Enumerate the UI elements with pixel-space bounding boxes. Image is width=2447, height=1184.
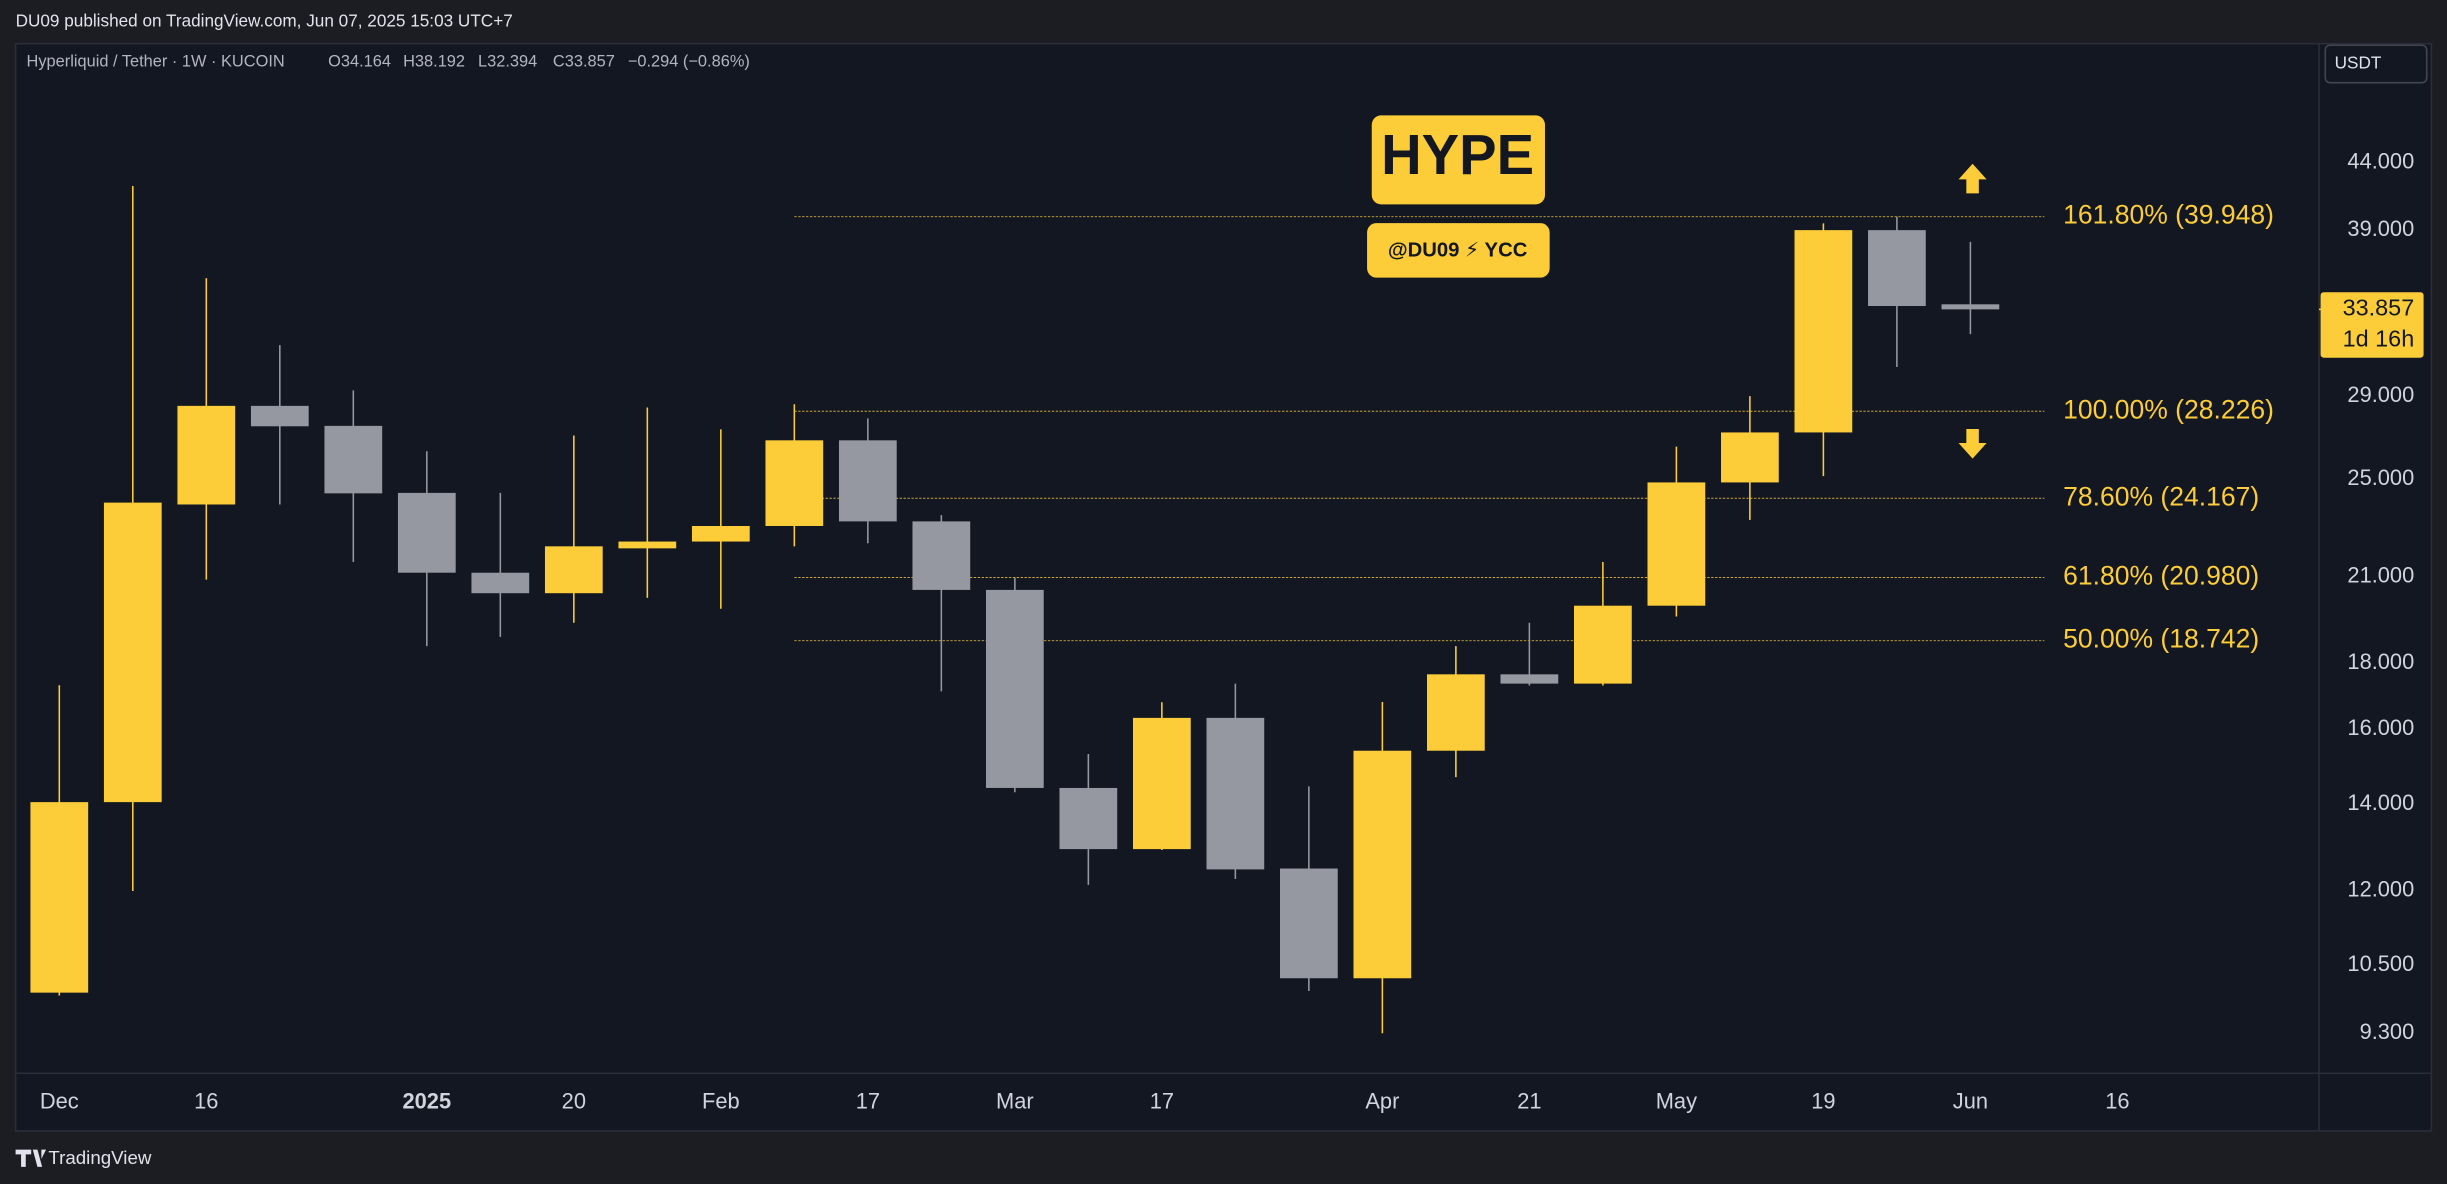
candle-body bbox=[912, 521, 971, 590]
x-tick-label: 20 bbox=[562, 1089, 586, 1114]
y-tick-label: 21.000 bbox=[2347, 563, 2414, 588]
candle-body bbox=[1574, 605, 1632, 684]
candle-body bbox=[103, 502, 162, 803]
title-badge bbox=[1371, 115, 1545, 205]
y-tick-label: 18.000 bbox=[2347, 649, 2414, 674]
fib-label: 161.80% (39.948) bbox=[2063, 200, 2274, 230]
candle-body bbox=[691, 525, 750, 542]
candle-body bbox=[1647, 482, 1706, 606]
y-tick-label: 16.000 bbox=[2347, 715, 2414, 740]
currency-box[interactable] bbox=[2324, 44, 2428, 84]
candle-body bbox=[1941, 304, 2000, 310]
x-tick-label: May bbox=[1656, 1089, 1697, 1114]
last-price-box bbox=[2320, 292, 2424, 358]
subtitle: @DU09 ⚡ YCC bbox=[1388, 240, 1528, 262]
x-tick-label: 2025 bbox=[403, 1089, 452, 1114]
brand: TradingView bbox=[48, 1147, 152, 1168]
candle-body bbox=[250, 405, 309, 427]
countdown: 1d 16h bbox=[2343, 326, 2415, 352]
publisher: DU09 published on TradingView.com, Jun 0… bbox=[16, 10, 513, 30]
candle-body bbox=[1427, 674, 1485, 751]
up-arrow bbox=[1958, 163, 1987, 194]
y-tick-label: 44.000 bbox=[2347, 148, 2414, 173]
y-tick-label: 25.000 bbox=[2347, 465, 2414, 490]
candle-body bbox=[838, 440, 897, 522]
x-tick-label: Feb bbox=[702, 1089, 740, 1114]
title: HYPE bbox=[1381, 123, 1534, 186]
candle-body bbox=[1868, 230, 1926, 307]
candle-body bbox=[1721, 432, 1779, 483]
x-tick-label: 17 bbox=[856, 1089, 880, 1114]
x-tick-label: 19 bbox=[1811, 1089, 1835, 1114]
currency[interactable]: USDT bbox=[2335, 52, 2382, 72]
candle-body bbox=[177, 405, 236, 505]
y-tick-label: 10.500 bbox=[2347, 951, 2414, 976]
y-tick-label: 12.000 bbox=[2347, 876, 2414, 901]
x-tick-label: 16 bbox=[2105, 1089, 2129, 1114]
candle-body bbox=[324, 425, 383, 494]
last-price: 33.857 bbox=[2343, 295, 2415, 321]
symbol: Hyperliquid / Tether · 1W · KUCOIN bbox=[27, 53, 285, 71]
candle-body bbox=[618, 541, 677, 549]
ohlc-value: L32.394 bbox=[478, 53, 537, 71]
ohlc-value: −0.294 (−0.86%) bbox=[628, 53, 750, 71]
ohlc-value: H38.192 bbox=[403, 53, 465, 71]
candle-body bbox=[765, 440, 824, 526]
candle-body bbox=[544, 546, 603, 594]
candle-body bbox=[1500, 674, 1559, 684]
y-tick-label: 39.000 bbox=[2347, 216, 2414, 241]
y-tick-label: 29.000 bbox=[2347, 382, 2414, 407]
candle-body bbox=[1059, 787, 1118, 850]
brand-logo bbox=[15, 1149, 47, 1167]
y-tick-label: 9.300 bbox=[2360, 1019, 2415, 1044]
y-tick-label: 14.000 bbox=[2347, 790, 2414, 815]
ohlc-value: O34.164 bbox=[328, 53, 391, 71]
ohlc-value: C33.857 bbox=[553, 53, 615, 71]
candle-body bbox=[471, 572, 530, 594]
subtitle-badge bbox=[1367, 223, 1550, 278]
fib-label: 100.00% (28.226) bbox=[2063, 394, 2274, 424]
candle-body bbox=[1794, 230, 1853, 433]
candle-body bbox=[1279, 868, 1338, 979]
down-arrow bbox=[1958, 428, 1987, 459]
fib-label: 50.00% (18.742) bbox=[2063, 624, 2259, 654]
x-tick-label: 17 bbox=[1150, 1089, 1174, 1114]
candle-body bbox=[985, 589, 1044, 788]
x-tick-label: Mar bbox=[996, 1089, 1034, 1114]
x-tick-label: Jun bbox=[1953, 1089, 1988, 1114]
fib-label: 78.60% (24.167) bbox=[2063, 481, 2259, 511]
candle-body bbox=[1206, 717, 1265, 870]
x-tick-label: 21 bbox=[1517, 1089, 1541, 1114]
chart-pane bbox=[14, 42, 2433, 1132]
x-tick-label: Apr bbox=[1365, 1089, 1399, 1114]
fib-label: 61.80% (20.980) bbox=[2063, 560, 2259, 590]
candle-body bbox=[30, 802, 89, 993]
candle-body bbox=[1132, 717, 1191, 850]
candle-body bbox=[397, 492, 456, 573]
candle-body bbox=[1353, 750, 1412, 979]
x-tick-label: 16 bbox=[194, 1089, 218, 1114]
x-tick-label: Dec bbox=[40, 1089, 79, 1114]
ohlc-legend: Hyperliquid / Tether · 1W · KUCOIN O34.1… bbox=[27, 53, 750, 71]
